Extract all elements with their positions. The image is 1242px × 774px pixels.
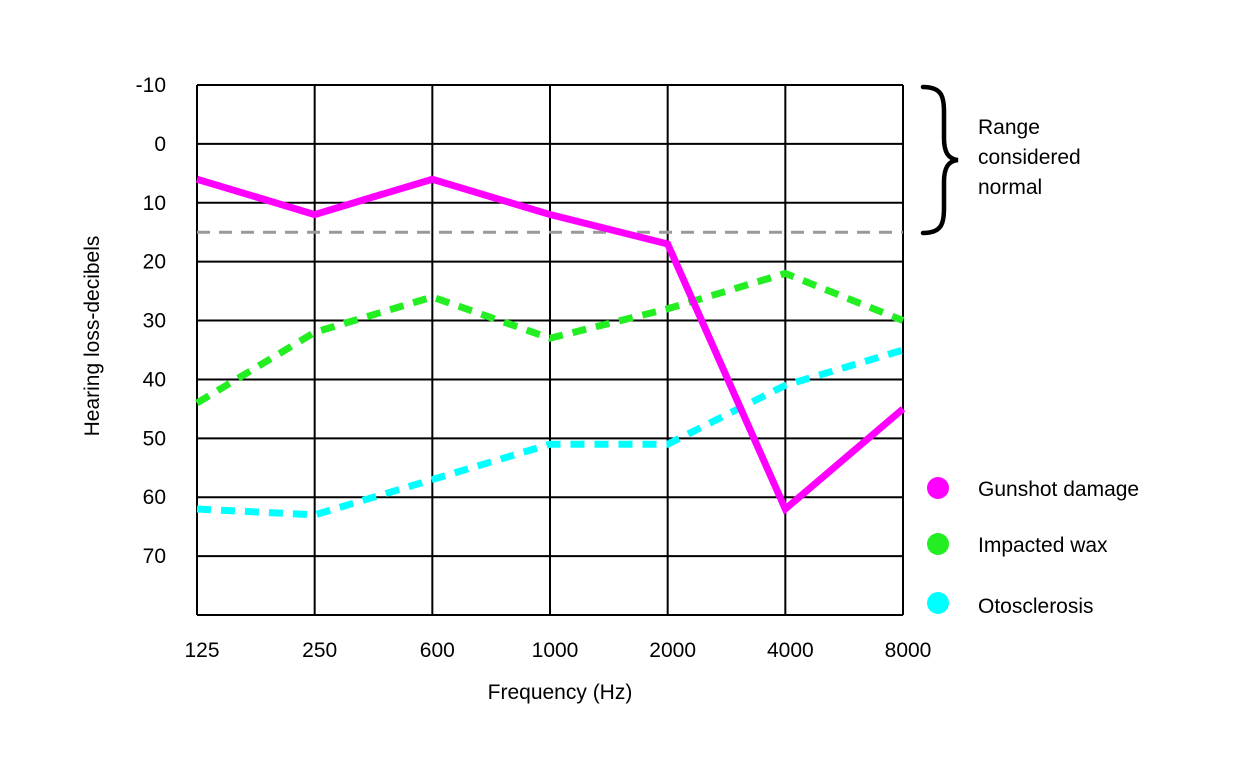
y-tick-label: 60 xyxy=(143,486,166,509)
y-axis-label: Hearing loss-decibels xyxy=(81,236,104,437)
y-tick-label: -10 xyxy=(136,74,166,97)
normal-range-label-line-1: Range xyxy=(978,116,1040,139)
x-axis-label: Frequency (Hz) xyxy=(488,681,633,704)
series-lines xyxy=(195,175,906,519)
legend-marker xyxy=(927,592,949,614)
x-tick-label: 250 xyxy=(302,639,337,662)
normal-range-annotation: Range considered normal xyxy=(920,84,1081,236)
y-tick-label: 40 xyxy=(143,368,166,391)
legend-item-gunshot-damage: Gunshot damage xyxy=(927,477,1139,501)
grid xyxy=(196,84,904,616)
y-tick-label: 70 xyxy=(143,545,166,568)
y-axis-ticks: -10 0 10 20 30 40 50 60 70 xyxy=(136,74,166,568)
normal-range-label-line-2: considered xyxy=(978,146,1081,169)
y-tick-label: 20 xyxy=(143,251,166,274)
x-tick-label: 8000 xyxy=(885,639,932,662)
normal-range-label-line-3: normal xyxy=(978,176,1042,199)
x-axis-ticks: 125 250 600 1000 2000 4000 8000 xyxy=(184,639,931,662)
x-tick-label: 600 xyxy=(420,639,455,662)
series-line-impacted-wax xyxy=(195,269,905,407)
legend-marker xyxy=(927,533,949,555)
y-tick-label: 50 xyxy=(143,427,166,450)
legend-label: Gunshot damage xyxy=(978,478,1139,501)
y-tick-label: 10 xyxy=(143,192,166,215)
legend-item-impacted-wax: Impacted wax xyxy=(927,533,1108,557)
legend-label: Impacted wax xyxy=(978,534,1108,557)
x-tick-label: 125 xyxy=(184,639,219,662)
x-tick-label: 2000 xyxy=(649,639,696,662)
legend-label: Otosclerosis xyxy=(978,595,1094,618)
series-line-gunshot-damage xyxy=(195,175,906,515)
legend-item-otosclerosis: Otosclerosis xyxy=(927,592,1094,618)
x-tick-label: 1000 xyxy=(532,639,579,662)
y-tick-label: 30 xyxy=(143,310,166,333)
series-line-otosclerosis xyxy=(196,346,905,519)
x-tick-label: 4000 xyxy=(767,639,814,662)
legend: Gunshot damage Impacted wax Otosclerosis xyxy=(927,477,1139,618)
y-tick-label: 0 xyxy=(154,133,166,156)
legend-marker xyxy=(927,477,949,499)
curly-brace-icon xyxy=(920,84,959,236)
